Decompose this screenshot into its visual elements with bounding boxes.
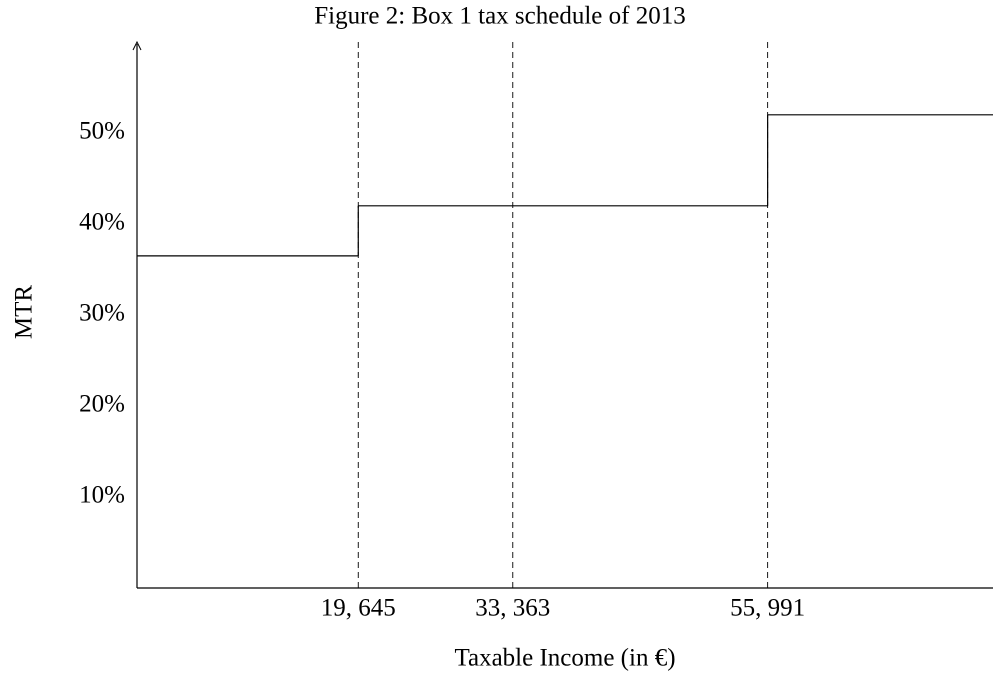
y-axis-arrow [132,40,142,51]
y-tick-label: 50% [79,118,125,145]
y-tick-label: 30% [79,300,125,327]
x-tick-label: 55, 991 [730,595,805,622]
chart-title: Figure 2: Box 1 tax schedule of 2013 [314,3,685,30]
y-axis-label: MTR [11,285,38,340]
x-tick-label: 19, 645 [321,595,396,622]
y-tick-label: 40% [79,209,125,236]
y-tick-label: 20% [79,391,125,418]
x-axis-label: Taxable Income (in €) [454,645,675,672]
y-tick-label: 10% [79,482,125,509]
x-tick-label: 33, 363 [475,595,550,622]
